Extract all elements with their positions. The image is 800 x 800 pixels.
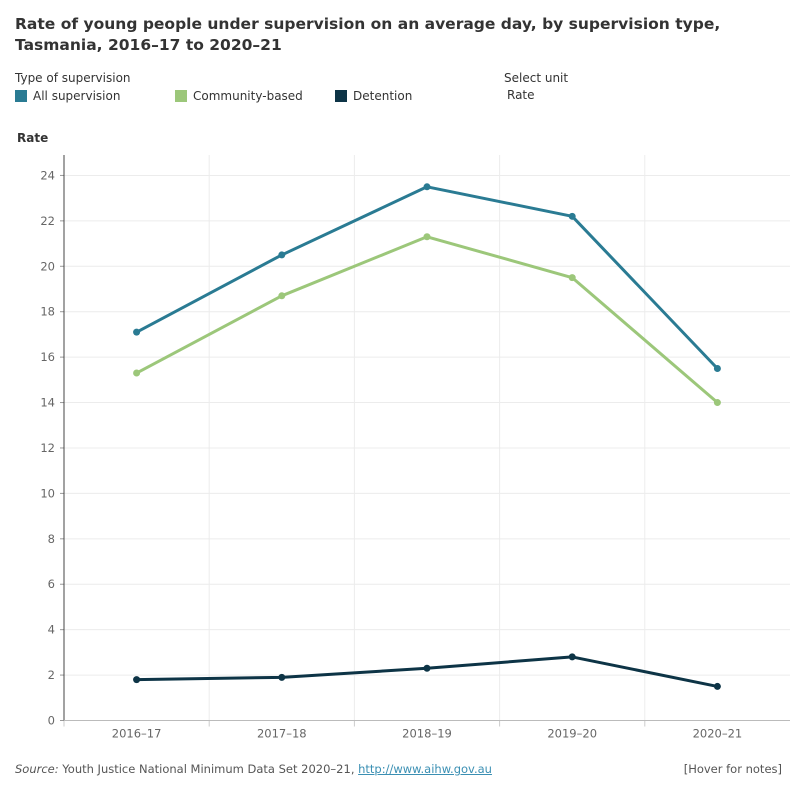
data-point[interactable]	[568, 653, 576, 661]
legend-label: Detention	[353, 89, 413, 103]
series-line	[135, 235, 719, 404]
data-point[interactable]	[713, 364, 721, 372]
legend-swatch	[335, 90, 347, 102]
y-tick-label: 22	[40, 214, 55, 228]
data-point[interactable]	[713, 399, 721, 407]
data-point[interactable]	[133, 676, 141, 684]
y-axis-label: Rate	[17, 131, 49, 145]
x-tick-label: 2018–19	[402, 727, 452, 741]
y-tick-label: 24	[40, 168, 55, 182]
legend-swatch	[175, 90, 187, 102]
source-link[interactable]: http://www.aihw.gov.au	[358, 762, 492, 776]
y-tick-label: 20	[40, 259, 55, 273]
x-tick-label: 2019–20	[547, 727, 597, 741]
unit-label: Select unit	[504, 71, 569, 85]
data-point[interactable]	[713, 682, 721, 690]
y-tick-label: 18	[40, 305, 55, 319]
legend: All supervision Community-based Detention	[15, 89, 495, 107]
data-point[interactable]	[423, 183, 431, 191]
data-point[interactable]	[423, 664, 431, 672]
data-point[interactable]	[423, 233, 431, 241]
legend-title: Type of supervision	[15, 71, 131, 85]
legend-item[interactable]: Community-based	[175, 89, 303, 103]
y-tick-label: 8	[48, 532, 55, 546]
series-line	[135, 185, 719, 370]
y-tick-label: 10	[40, 486, 55, 500]
data-point[interactable]	[278, 292, 286, 300]
legend-item[interactable]: All supervision	[15, 89, 120, 103]
data-point[interactable]	[133, 369, 141, 377]
legend-label: All supervision	[33, 89, 121, 103]
y-tick-label: 6	[48, 577, 55, 591]
legend-label: Community-based	[193, 89, 303, 103]
x-tick-label: 2017–18	[257, 727, 307, 741]
y-tick-label: 12	[40, 441, 55, 455]
source-text: Youth Justice National Minimum Data Set …	[58, 762, 359, 776]
y-tick-label: 4	[48, 623, 55, 637]
source: Source: Youth Justice National Minimum D…	[15, 762, 492, 776]
x-tick-label: 2016–17	[112, 727, 162, 741]
y-tick-label: 0	[48, 714, 55, 728]
data-point[interactable]	[568, 212, 576, 220]
data-point[interactable]	[568, 274, 576, 282]
source-label: Source:	[15, 762, 59, 776]
data-point[interactable]	[133, 328, 141, 336]
data-point[interactable]	[278, 673, 286, 681]
unit-selector[interactable]: Rate	[507, 88, 535, 102]
y-tick-label: 14	[40, 396, 55, 410]
legend-item[interactable]: Detention	[335, 89, 412, 103]
x-tick-label: 2020–21	[693, 727, 743, 741]
y-tick-label: 2	[48, 668, 55, 682]
chart-title: Rate of young people under supervision o…	[15, 15, 721, 54]
y-tick-label: 16	[40, 350, 55, 364]
legend-swatch	[15, 90, 27, 102]
notes[interactable]: [Hover for notes]	[683, 762, 782, 776]
data-point[interactable]	[278, 251, 286, 259]
